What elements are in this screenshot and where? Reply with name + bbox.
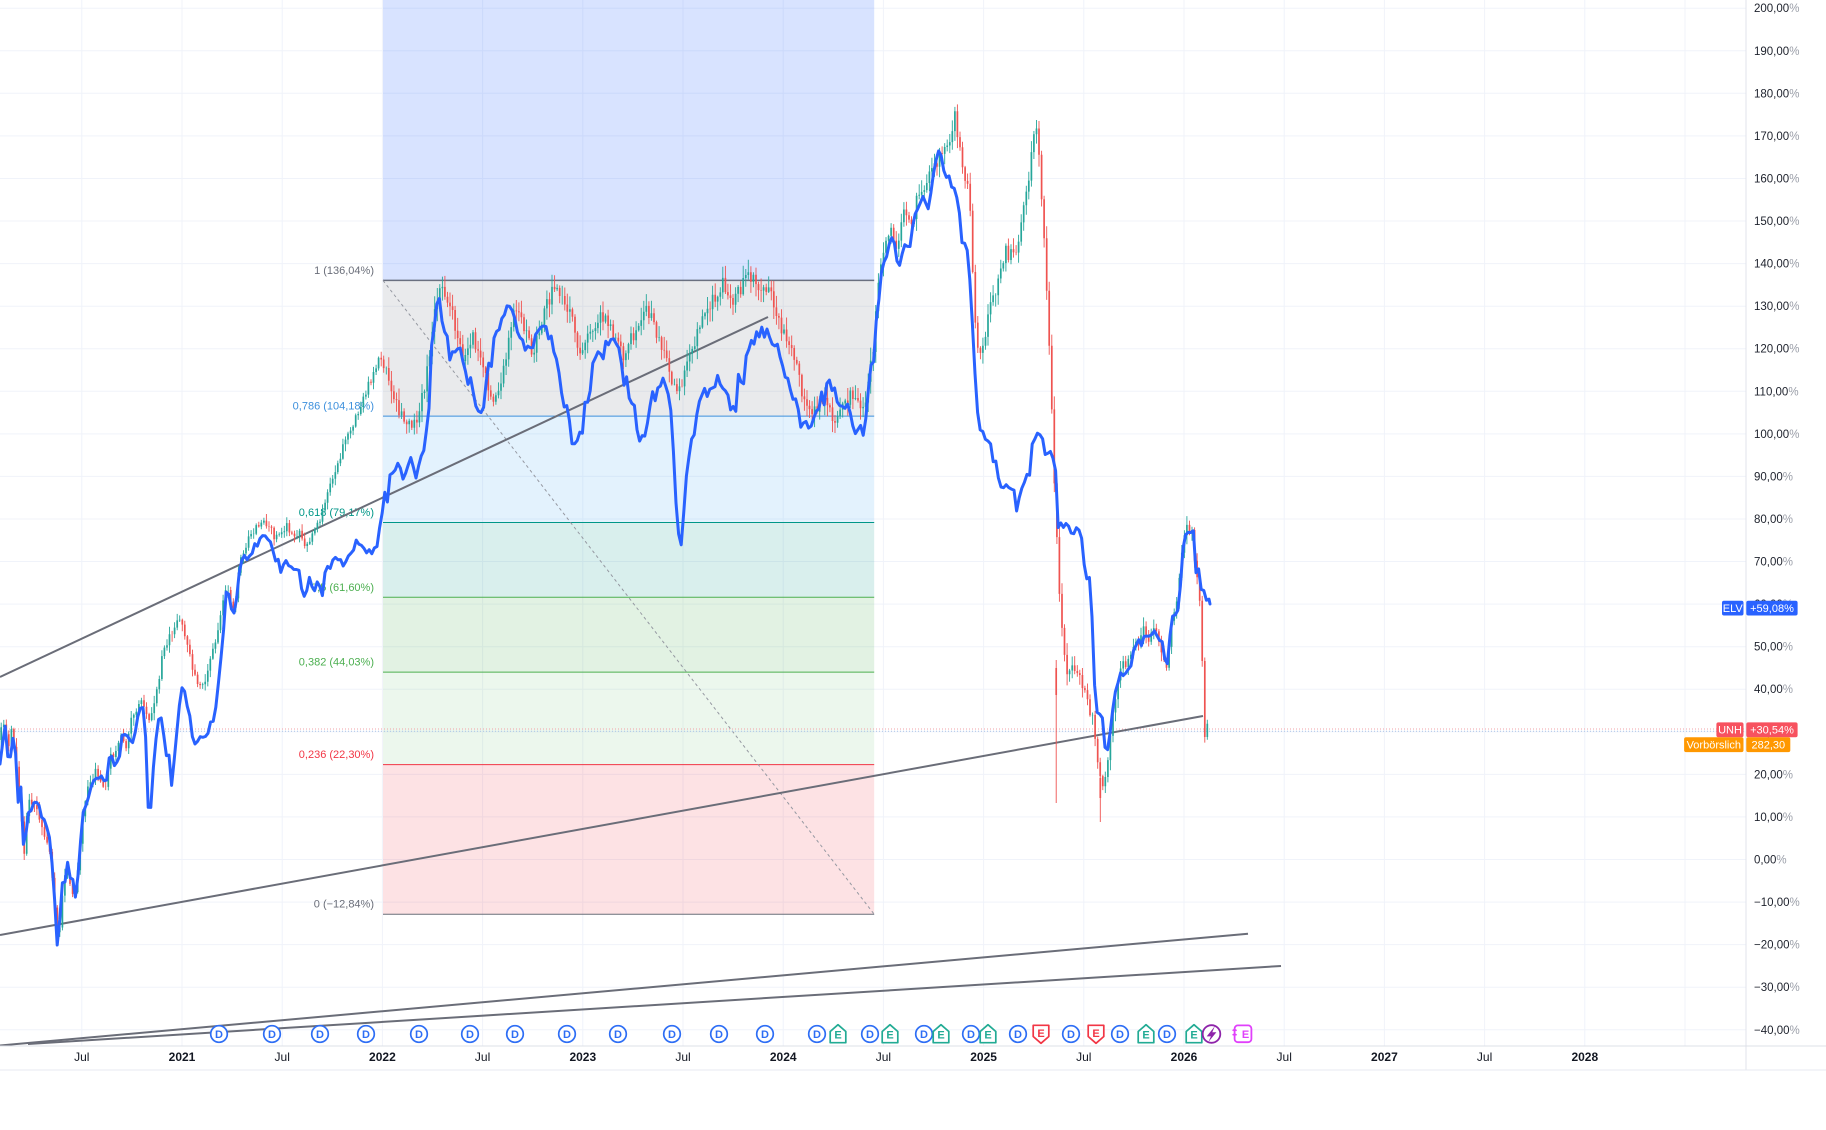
svg-text:120,00%: 120,00% [1754, 344, 1799, 356]
svg-text:D: D [668, 1029, 676, 1041]
svg-text:D: D [813, 1029, 821, 1041]
svg-text:2026: 2026 [1171, 1050, 1198, 1064]
svg-text:Jul: Jul [275, 1050, 290, 1064]
svg-text:110,00%: 110,00% [1754, 386, 1799, 398]
svg-text:Jul: Jul [1277, 1050, 1292, 1064]
svg-text:ELV: ELV [1723, 603, 1744, 615]
svg-text:+59,08%: +59,08% [1750, 603, 1794, 615]
svg-text:100,00%: 100,00% [1754, 429, 1799, 441]
svg-text:D: D [511, 1029, 519, 1041]
svg-text:E: E [1242, 1029, 1249, 1041]
svg-text:180,00%: 180,00% [1754, 88, 1799, 100]
svg-text:D: D [563, 1029, 571, 1041]
svg-text:170,00%: 170,00% [1754, 131, 1799, 143]
svg-text:E: E [1190, 1030, 1197, 1042]
svg-text:E: E [1142, 1030, 1149, 1042]
svg-text:20,00%: 20,00% [1754, 769, 1793, 781]
svg-text:2022: 2022 [369, 1050, 396, 1064]
svg-text:Jul: Jul [876, 1050, 891, 1064]
svg-text:D: D [362, 1029, 370, 1041]
svg-text:Jul: Jul [675, 1050, 690, 1064]
svg-text:E: E [984, 1030, 991, 1042]
svg-text:D: D [466, 1029, 474, 1041]
svg-text:D: D [415, 1029, 423, 1041]
svg-text:Vorbörslich: Vorbörslich [1687, 740, 1741, 752]
svg-text:2025: 2025 [970, 1050, 997, 1064]
svg-text:2021: 2021 [169, 1050, 196, 1064]
svg-text:D: D [761, 1029, 769, 1041]
svg-text:0,5 (61,60%): 0,5 (61,60%) [311, 582, 374, 594]
svg-text:D: D [215, 1029, 223, 1041]
svg-text:D: D [866, 1029, 874, 1041]
svg-text:80,00%: 80,00% [1754, 514, 1793, 526]
svg-text:+30,54%: +30,54% [1750, 725, 1794, 737]
svg-text:50,00%: 50,00% [1754, 642, 1793, 654]
svg-text:200,00%: 200,00% [1754, 3, 1799, 15]
svg-text:D: D [1116, 1029, 1124, 1041]
svg-text:Jul: Jul [74, 1050, 89, 1064]
svg-text:70,00%: 70,00% [1754, 557, 1793, 569]
svg-text:E: E [937, 1030, 944, 1042]
svg-text:2024: 2024 [770, 1050, 797, 1064]
svg-text:D: D [614, 1029, 622, 1041]
svg-text:D: D [967, 1029, 975, 1041]
svg-text:D: D [1163, 1029, 1171, 1041]
svg-text:1 (136,04%): 1 (136,04%) [314, 265, 374, 277]
svg-text:D: D [920, 1029, 928, 1041]
svg-text:0,236 (22,30%): 0,236 (22,30%) [299, 749, 374, 761]
svg-text:−20,00%: −20,00% [1754, 940, 1800, 952]
svg-text:E: E [1092, 1028, 1099, 1040]
svg-text:Jul: Jul [475, 1050, 490, 1064]
svg-text:140,00%: 140,00% [1754, 259, 1799, 271]
svg-text:190,00%: 190,00% [1754, 46, 1799, 58]
svg-text:0 (−12,84%): 0 (−12,84%) [314, 899, 374, 911]
svg-text:Jul: Jul [1076, 1050, 1091, 1064]
svg-text:10,00%: 10,00% [1754, 812, 1793, 824]
svg-text:2023: 2023 [569, 1050, 596, 1064]
svg-text:E: E [834, 1030, 841, 1042]
svg-text:E: E [886, 1030, 893, 1042]
svg-text:150,00%: 150,00% [1754, 216, 1799, 228]
svg-text:0,618 (79,17%): 0,618 (79,17%) [299, 507, 374, 519]
svg-text:130,00%: 130,00% [1754, 301, 1799, 313]
svg-text:90,00%: 90,00% [1754, 471, 1793, 483]
svg-text:−30,00%: −30,00% [1754, 982, 1800, 994]
svg-text:160,00%: 160,00% [1754, 174, 1799, 186]
svg-text:0,00%: 0,00% [1754, 855, 1787, 867]
svg-text:282,30: 282,30 [1751, 740, 1785, 752]
svg-text:0,786 (104,18%): 0,786 (104,18%) [293, 401, 374, 413]
svg-text:UNH: UNH [1718, 725, 1742, 737]
svg-text:Jul: Jul [1477, 1050, 1492, 1064]
svg-text:E: E [1037, 1028, 1044, 1040]
svg-text:D: D [715, 1029, 723, 1041]
svg-text:40,00%: 40,00% [1754, 684, 1793, 696]
svg-text:2028: 2028 [1571, 1050, 1598, 1064]
svg-text:2027: 2027 [1371, 1050, 1398, 1064]
svg-text:0,382 (44,03%): 0,382 (44,03%) [299, 657, 374, 669]
svg-text:−40,00%: −40,00% [1754, 1025, 1800, 1037]
svg-text:D: D [268, 1029, 276, 1041]
svg-text:D: D [1067, 1029, 1075, 1041]
svg-text:D: D [316, 1029, 324, 1041]
svg-text:−10,00%: −10,00% [1754, 897, 1800, 909]
svg-text:D: D [1014, 1029, 1022, 1041]
